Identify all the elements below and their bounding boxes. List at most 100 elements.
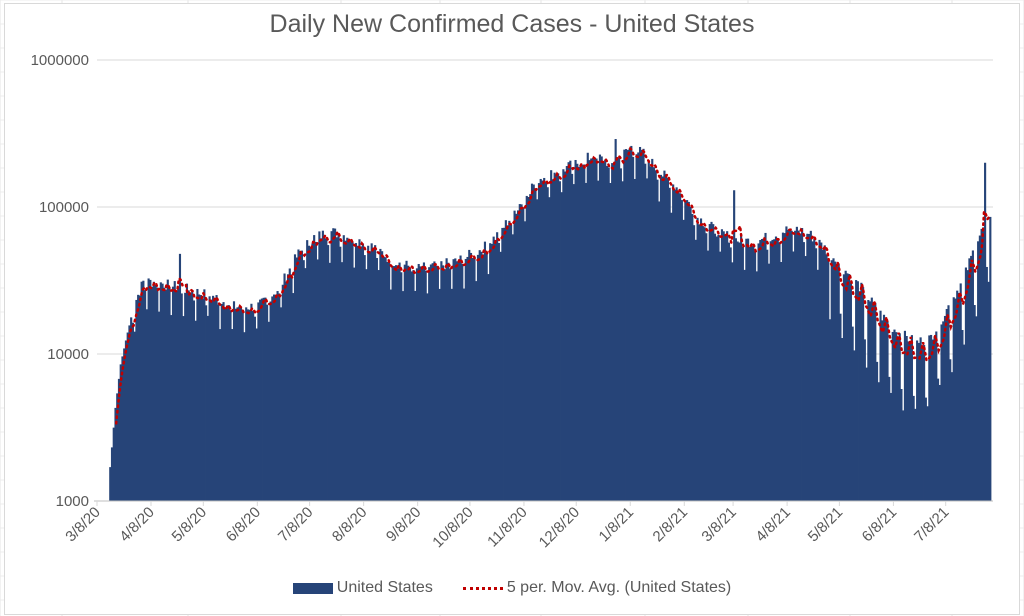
bar <box>435 265 438 501</box>
bar <box>705 233 708 501</box>
bar <box>266 304 269 501</box>
bar <box>703 227 706 501</box>
bar <box>215 295 218 501</box>
bar <box>455 261 459 501</box>
bar <box>447 262 450 501</box>
bar <box>546 187 549 501</box>
bar <box>530 183 534 501</box>
bar <box>156 287 159 501</box>
bar <box>553 172 556 501</box>
x-tick-label: 12/8/20 <box>536 504 583 551</box>
bar <box>255 328 258 501</box>
bar <box>382 256 385 501</box>
bar <box>571 173 574 501</box>
bar <box>849 282 852 501</box>
legend-item-united-states[interactable]: United States <box>292 579 433 597</box>
bar <box>863 339 866 501</box>
bar <box>340 262 344 501</box>
bar <box>290 274 293 501</box>
bar <box>666 178 669 501</box>
bar <box>665 174 668 501</box>
bar <box>630 145 633 501</box>
bar <box>168 287 171 501</box>
x-tick-label: 4/8/21 <box>752 504 794 546</box>
bar <box>790 230 793 502</box>
bar <box>719 251 722 501</box>
bar <box>773 239 776 501</box>
bar <box>875 361 879 501</box>
x-tick-label: 5/8/20 <box>169 504 211 546</box>
bar <box>137 294 140 501</box>
bar <box>515 213 518 501</box>
bar <box>619 168 622 501</box>
bar <box>388 261 391 501</box>
bar <box>309 246 312 501</box>
bar <box>804 256 807 501</box>
bar <box>449 268 452 501</box>
bar <box>241 310 244 501</box>
bar <box>464 258 467 501</box>
bar <box>686 200 689 501</box>
bar <box>759 240 762 501</box>
bar <box>227 305 230 501</box>
bar <box>527 197 530 501</box>
bar <box>203 289 206 501</box>
bar <box>567 162 570 501</box>
bar <box>973 305 976 501</box>
bar <box>581 164 584 502</box>
bar <box>677 190 680 501</box>
bar <box>199 295 202 501</box>
bar <box>569 160 572 502</box>
bar <box>231 329 234 501</box>
bar <box>949 359 952 501</box>
bar <box>482 254 485 501</box>
bar <box>670 212 673 501</box>
bar <box>548 197 551 501</box>
bar <box>128 325 131 501</box>
bar <box>900 389 903 501</box>
bar <box>724 234 727 501</box>
bar <box>121 356 124 501</box>
bar <box>245 307 248 501</box>
bar <box>555 174 558 502</box>
bar <box>814 248 818 501</box>
x-tick-label: 9/8/20 <box>383 504 425 546</box>
bar <box>511 234 514 501</box>
bar <box>888 376 891 501</box>
bar <box>884 319 887 501</box>
y-tick-label: 100000 <box>39 199 89 216</box>
bar <box>238 306 241 501</box>
bar <box>401 291 405 501</box>
bar <box>539 178 542 501</box>
bar <box>729 247 732 501</box>
bar <box>720 229 724 501</box>
bar <box>316 259 319 501</box>
x-tick-label: 8/8/20 <box>329 504 371 546</box>
bar <box>436 267 439 501</box>
bar <box>365 269 368 501</box>
bar <box>701 225 704 502</box>
bar <box>135 299 138 501</box>
bar <box>304 268 307 501</box>
bar <box>942 321 945 501</box>
bar <box>698 224 701 501</box>
bar <box>342 235 345 501</box>
bar <box>541 180 544 501</box>
bar <box>726 231 729 502</box>
bar <box>760 238 764 501</box>
bar <box>687 201 690 502</box>
bar <box>774 236 778 501</box>
bar <box>419 266 422 501</box>
bar <box>457 261 460 501</box>
bar <box>858 291 861 501</box>
bar <box>393 266 396 501</box>
bar <box>564 171 567 501</box>
bar <box>389 289 392 501</box>
x-tick-label: 6/8/21 <box>859 504 901 546</box>
bar <box>557 173 560 501</box>
bar <box>753 251 757 501</box>
bar <box>239 307 243 501</box>
legend-item-moving-average[interactable]: 5 per. Mov. Avg. (United States) <box>462 579 731 597</box>
bar <box>855 280 858 501</box>
bar <box>532 184 535 501</box>
